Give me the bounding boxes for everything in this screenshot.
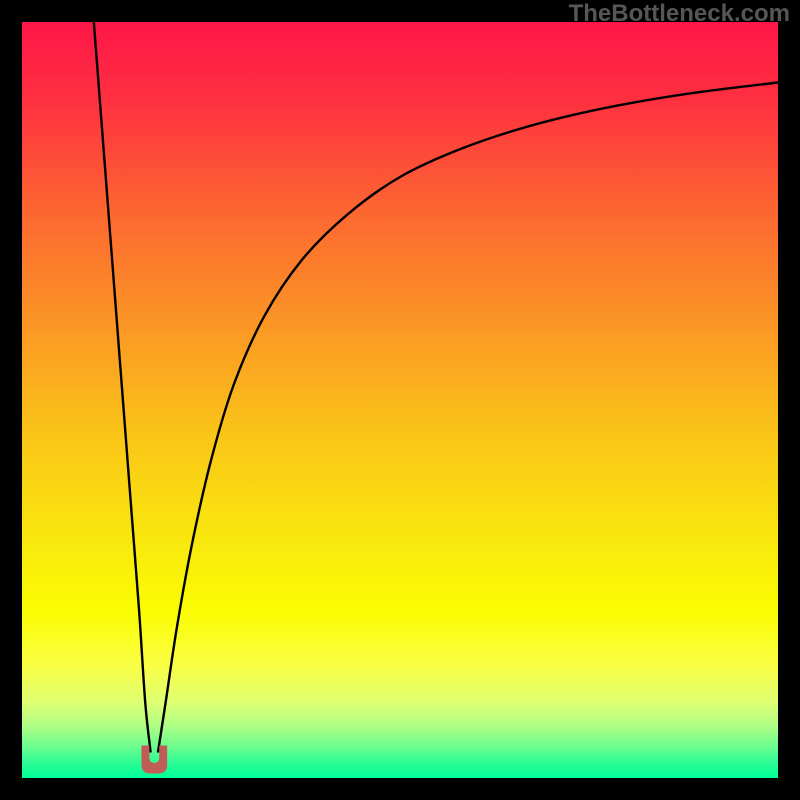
plot-svg <box>22 22 778 778</box>
watermark-text: TheBottleneck.com <box>569 0 790 28</box>
plot-area <box>22 22 778 778</box>
gradient-background <box>22 22 778 778</box>
chart-container: TheBottleneck.com <box>0 0 800 800</box>
